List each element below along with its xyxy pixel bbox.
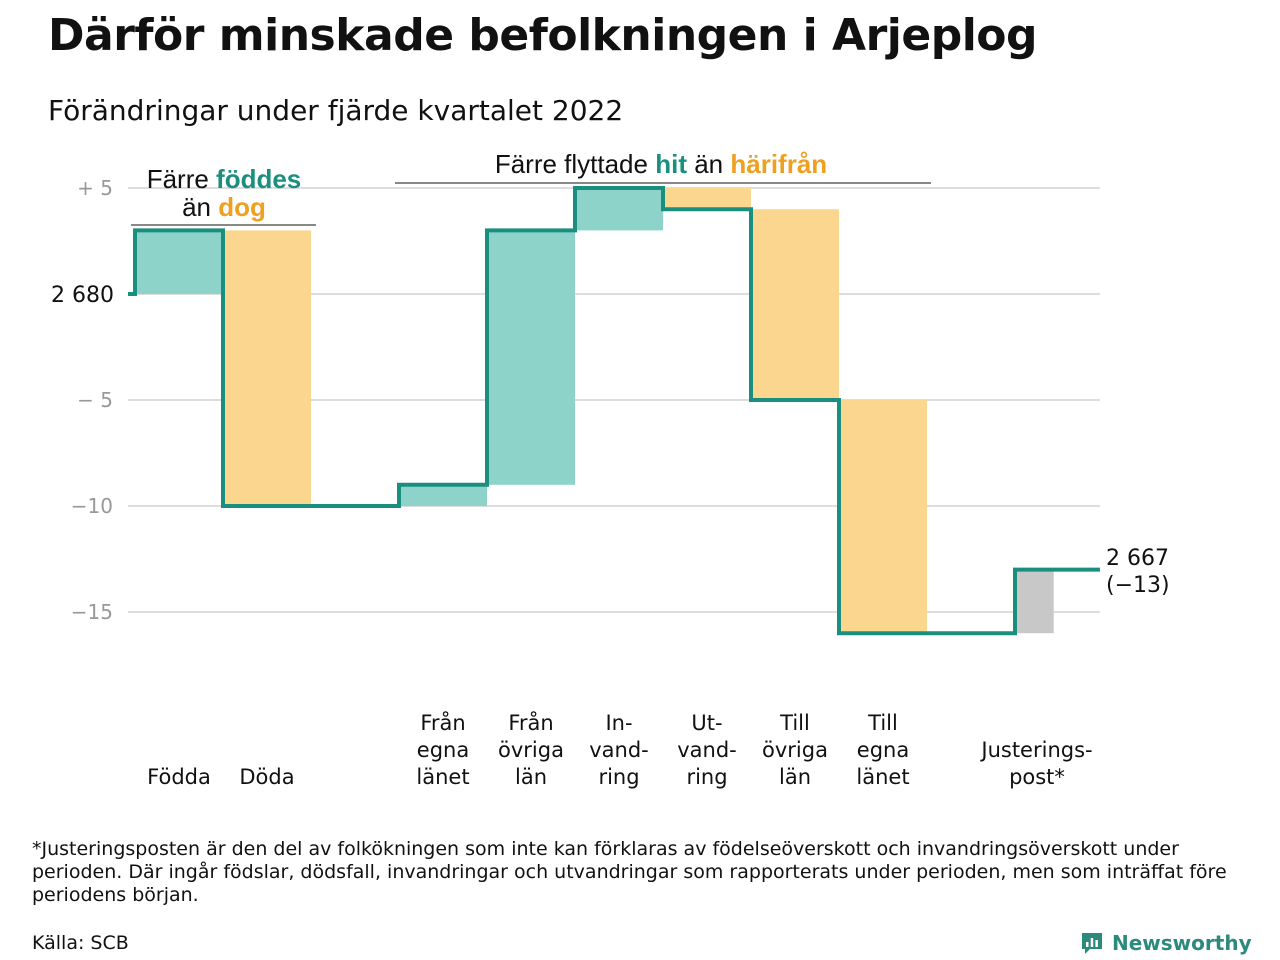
y-tick-label: −15	[71, 600, 113, 624]
annotation-migration: Färre flyttade hit än härifrån	[495, 149, 827, 179]
bar-1	[135, 230, 223, 294]
x-category-label: länet	[856, 765, 909, 789]
x-category-label: Döda	[239, 765, 294, 789]
x-category-label: post*	[1009, 765, 1065, 789]
bar-9	[1015, 569, 1054, 634]
chart-title: Därför minskade befolkningen i Arjeplog	[48, 10, 1038, 61]
bar-4	[487, 230, 575, 485]
x-category-label: vand-	[589, 738, 649, 762]
brand-name: Newsworthy	[1112, 931, 1252, 955]
x-category-label: Från	[508, 710, 553, 735]
bar-6	[663, 188, 751, 210]
source-note: Källa: SCB	[32, 932, 129, 954]
annotation-migration-part: än	[687, 149, 730, 179]
bar-2	[223, 230, 311, 506]
x-category-label: In-	[605, 711, 632, 735]
annotation-migration-part: hit	[655, 149, 687, 179]
newsworthy-icon	[1082, 933, 1102, 954]
bar-3	[399, 484, 487, 506]
x-category-label: Till	[779, 711, 810, 735]
x-category-label: egna	[417, 738, 469, 762]
chart-subtitle: Förändringar under fjärde kvartalet 2022	[48, 94, 624, 127]
y-tick-label: + 5	[77, 176, 113, 200]
x-category-label: Från	[420, 710, 465, 735]
x-category-label: vand-	[677, 738, 737, 762]
x-category-label: Justerings-	[979, 738, 1092, 762]
x-category-label: övriga	[498, 738, 564, 762]
x-category-label: Ut-	[691, 711, 722, 735]
x-category-label: egna	[857, 738, 909, 762]
y-tick-label: −10	[71, 494, 113, 518]
x-category-label: län	[515, 765, 547, 789]
annotation-migration-part: Färre flyttade	[495, 149, 655, 179]
y-tick-label: − 5	[77, 388, 113, 412]
x-category-label: ring	[686, 765, 727, 789]
waterfall-chart: + 5 − 5 −10 −15 2 680 2 667(−13) Födda Döda Från…	[51, 149, 1170, 789]
annotation-births-line2-part: dog	[218, 192, 266, 222]
annotation-births-line1: Färre föddes	[147, 164, 302, 194]
annotation-births-line2-part: än	[182, 192, 218, 222]
cumulative-line	[128, 186, 1100, 636]
x-category-label: övriga	[762, 738, 828, 762]
bar-8	[839, 400, 927, 634]
footnote: *Justeringsposten är den del av folkökni…	[32, 838, 1227, 906]
annotation-migration-part: härifrån	[730, 149, 827, 179]
x-category-label: län	[779, 765, 811, 789]
brand-logo: Newsworthy	[1080, 928, 1252, 958]
end-change-label: (−13)	[1106, 573, 1170, 598]
annotation-births-line1-part: Färre	[147, 164, 216, 194]
start-value-label: 2 680	[51, 283, 114, 308]
x-category-label: ring	[598, 765, 639, 789]
end-value-label: 2 667	[1106, 546, 1169, 571]
x-category-label: länet	[416, 765, 469, 789]
bar-5	[575, 188, 663, 231]
bar-7	[751, 209, 839, 400]
annotation-births-line1-part: föddes	[216, 164, 301, 194]
annotation-births-line2: än dog	[182, 192, 266, 222]
x-category-label: Födda	[147, 765, 211, 789]
x-category-label: Till	[867, 711, 898, 735]
